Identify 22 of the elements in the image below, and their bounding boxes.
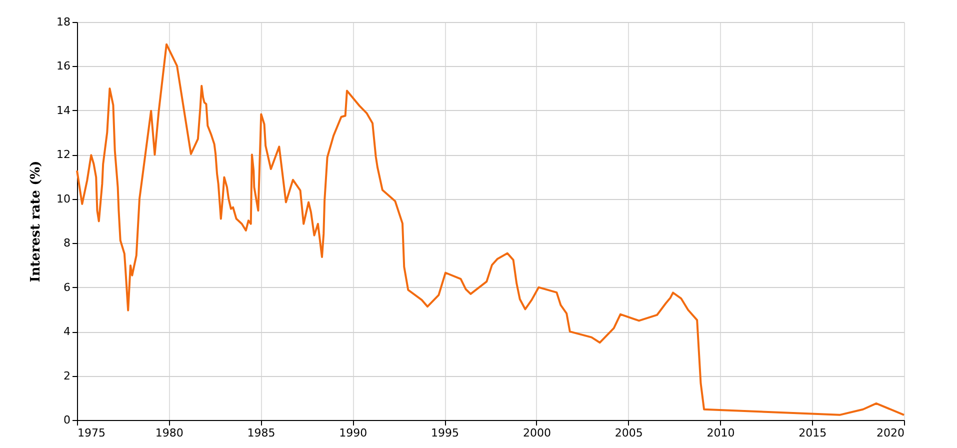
y-tick-label: 10 [56, 192, 70, 206]
y-tick-label: 8 [64, 236, 70, 250]
x-tick-label: 2010 [706, 426, 735, 440]
y-tick-label: 14 [56, 104, 70, 117]
y-tick-label: 18 [56, 16, 70, 28]
y-tick-label: 0 [64, 414, 70, 426]
y-tick-label: 6 [64, 280, 70, 294]
x-tick-label: 1975 [78, 426, 106, 440]
line-series [76, 43, 905, 416]
x-tick-label: 1995 [431, 426, 460, 440]
x-tick-label: 1985 [247, 426, 276, 440]
y-tick-label: 2 [64, 369, 70, 382]
x-tick-label: 1990 [339, 426, 368, 440]
x-tick-label: 2005 [614, 426, 643, 440]
y-tick-label: 16 [56, 60, 70, 73]
x-tick-label: 2000 [522, 426, 551, 440]
x-tick-label: 2015 [798, 426, 827, 440]
y-tick-label: 12 [56, 148, 70, 162]
x-tick-label: 2020 [876, 426, 904, 440]
x-tick-label: 1980 [155, 426, 184, 440]
y-axis-title: Interest rate (%) [28, 160, 44, 282]
y-tick-label: 4 [64, 325, 70, 338]
